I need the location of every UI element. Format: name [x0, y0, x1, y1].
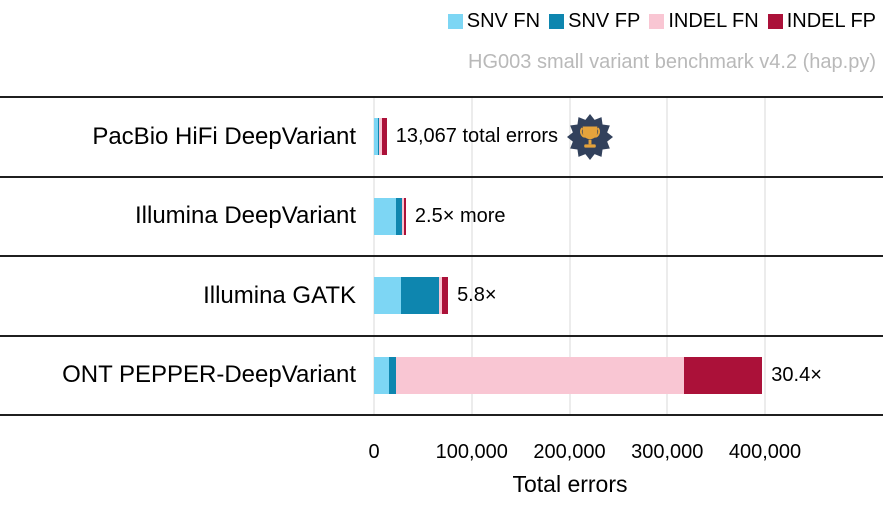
- bar-annotation: 30.4×: [771, 363, 822, 386]
- stacked-bar: [374, 356, 763, 394]
- x-axis-tick: 200,000: [533, 441, 606, 463]
- bar-segment-indel-fn: [379, 118, 382, 156]
- legend-color-swatch-icon: [649, 13, 665, 29]
- bar-annotation: 2.5× more: [414, 204, 506, 227]
- category-label: Illumina GATK: [203, 281, 356, 309]
- bar-row-illumina-deepvariant: Illumina DeepVariant 2.5× more: [0, 175, 883, 256]
- bar-segment-snv-fp: [388, 356, 397, 394]
- category-label: ONT PEPPER-DeepVariant: [62, 361, 356, 389]
- stacked-bar: [374, 277, 449, 315]
- bar-row-illumina-gatk: Illumina GATK 5.8×: [0, 255, 883, 335]
- bar-segment-snv-fn: [374, 356, 389, 394]
- bar-segment-indel-fp: [381, 118, 387, 156]
- bar-segment-snv-fp: [401, 277, 439, 315]
- bar-segment-snv-fn: [374, 197, 396, 235]
- bar-segment-indel-fn: [396, 356, 685, 394]
- legend-label: INDEL FP: [786, 10, 876, 32]
- x-axis-tick: 0: [368, 441, 380, 463]
- bar-annotation: 5.8×: [457, 284, 497, 307]
- x-axis-tick: 300,000: [631, 441, 704, 463]
- bar-segment-snv-fn: [374, 118, 378, 156]
- stacked-bar: [374, 118, 387, 156]
- legend-item-snv-fp: SNV FP: [549, 9, 640, 33]
- legend-color-swatch-icon: [549, 13, 565, 29]
- legend-item-snv-fn: SNV FN: [447, 9, 541, 33]
- bar-segment-indel-fn: [438, 277, 443, 315]
- legend-color-swatch-icon: [767, 13, 783, 29]
- legend-color-swatch-icon: [447, 13, 463, 29]
- legend-label: SNV FN: [466, 10, 541, 32]
- bar-segment-indel-fp: [684, 356, 763, 394]
- x-axis-tick: 100,000: [435, 441, 508, 463]
- legend-item-indel-fp: INDEL FP: [767, 9, 876, 33]
- x-axis-title: Total errors: [512, 471, 628, 497]
- legend-label: INDEL FN: [668, 10, 759, 32]
- legend-label: SNV FP: [568, 10, 641, 32]
- x-axis-tick: 400,000: [728, 441, 802, 463]
- category-label: PacBio HiFi DeepVariant: [92, 122, 356, 150]
- bar-segment-snv-fp: [395, 197, 403, 235]
- bar-row-ont-pepper-deepvariant: ONT PEPPER-DeepVariant 30.4×: [0, 334, 883, 415]
- bar-segment-indel-fp: [404, 197, 406, 235]
- trophy-badge-icon: [567, 113, 614, 160]
- plot-area: PacBio HiFi DeepVariant 13,067 total err…: [0, 96, 883, 416]
- bar-segment-snv-fp: [377, 118, 380, 156]
- chart-subtitle: HG003 small variant benchmark v4.2 (hap.…: [468, 51, 876, 73]
- bar-annotation: 13,067 total errors: [396, 113, 614, 160]
- bar-segment-indel-fn: [402, 197, 405, 235]
- bar-segment-indel-fp: [442, 277, 449, 315]
- legend: SNV FN SNV FP INDEL FN INDEL FP: [447, 9, 876, 33]
- bar-segment-snv-fn: [374, 277, 402, 315]
- stacked-bar: [374, 197, 406, 235]
- bar-row-pacbio-hifi-deepvariant: PacBio HiFi DeepVariant 13,067 total err…: [0, 96, 883, 176]
- legend-item-indel-fn: INDEL FN: [649, 9, 759, 33]
- category-label: Illumina DeepVariant: [134, 202, 356, 230]
